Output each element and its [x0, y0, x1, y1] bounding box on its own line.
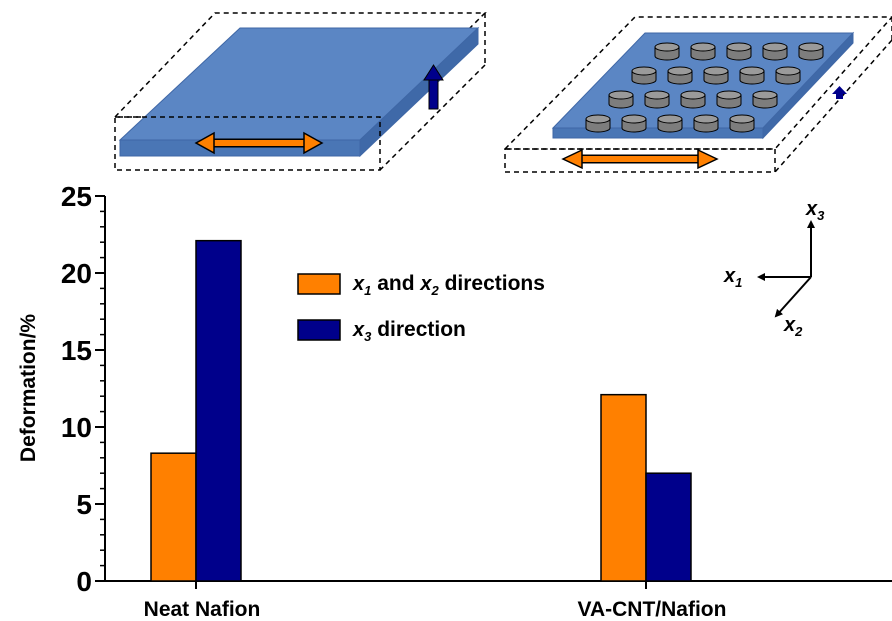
bar-x3-1	[645, 472, 692, 582]
x-category-label: VA-CNT/Nafion	[578, 598, 727, 621]
bar-x3-0	[195, 239, 242, 582]
cnt-pillar	[798, 42, 824, 61]
y-tick-label: 20	[61, 258, 92, 289]
cnt-pillar	[621, 114, 647, 133]
cnt-pillar	[752, 90, 778, 109]
cnt-pillar	[680, 90, 706, 109]
y-axis-label: Deformation/%	[17, 314, 40, 463]
bar-x1-x2-1	[600, 393, 647, 582]
legend-item-x3: x3 direction	[297, 318, 466, 344]
thickness-arrow	[832, 86, 847, 99]
y-tick-label: 10	[61, 412, 92, 443]
cnt-pillar	[657, 114, 683, 133]
y-tick-label: 0	[76, 566, 92, 597]
cnt-pillar	[729, 114, 755, 133]
thickness-arrow	[423, 64, 444, 110]
cnt-pillar	[703, 66, 729, 85]
x2-axis-label: x2	[783, 314, 803, 339]
cnt-pillar	[608, 90, 634, 109]
cnt-pillar	[775, 66, 801, 85]
cnt-pillar	[644, 90, 670, 109]
va-cnt-nafion-illustration	[503, 16, 892, 173]
x1-axis-label: x1	[723, 265, 742, 290]
cnt-pillar	[716, 90, 742, 109]
inplane-arrow	[194, 131, 324, 155]
y-tick-label: 25	[61, 181, 92, 212]
y-tick-label: 15	[61, 335, 92, 366]
coordinate-axes-indicator: x3 x1 x2	[723, 198, 825, 339]
legend-item-x1-x2: x1 and x2 directions	[297, 272, 545, 298]
x-category-label: Neat Nafion	[144, 598, 261, 621]
cnt-pillar	[726, 42, 752, 61]
cnt-pillar	[585, 114, 611, 133]
inplane-arrow	[561, 148, 719, 170]
legend-swatch-x1-x2	[297, 273, 341, 295]
cnt-pillar-array	[585, 42, 824, 133]
neat-nafion-illustration	[113, 12, 487, 171]
cnt-pillar	[690, 42, 716, 61]
bar-x1-x2-0	[150, 452, 197, 582]
legend: x1 and x2 directions x3 direction	[297, 272, 545, 344]
svg-text:x3 direction: x3 direction	[352, 318, 466, 344]
cnt-pillar	[739, 66, 765, 85]
cnt-pillar	[693, 114, 719, 133]
cnt-pillar	[654, 42, 680, 61]
cnt-pillar	[762, 42, 788, 61]
svg-text:x1 and x2 directions: x1 and x2 directions	[352, 272, 545, 298]
y-tick-label: 5	[76, 489, 92, 520]
cnt-pillar	[631, 66, 657, 85]
legend-swatch-x3	[297, 319, 341, 341]
cnt-pillar	[667, 66, 693, 85]
bar-chart: 0 5 10 15 20 25 Neat Nafion VA-CNT/Nafion Defo…	[17, 181, 892, 621]
x3-axis-label: x3	[805, 198, 825, 223]
